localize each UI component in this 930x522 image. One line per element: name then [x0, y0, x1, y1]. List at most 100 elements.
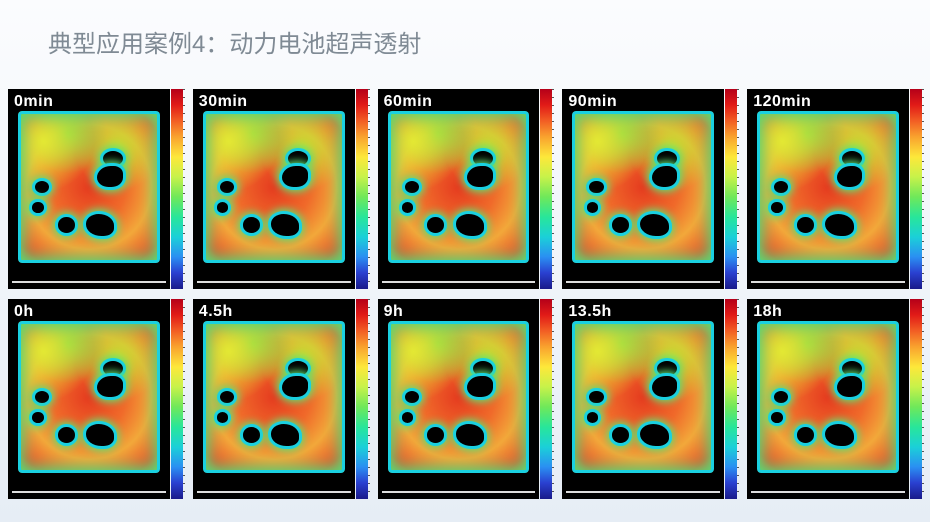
heatmap-void	[86, 214, 114, 235]
heatmap-void	[402, 412, 413, 423]
heatmap-void	[58, 427, 75, 442]
heatmap-void	[405, 391, 419, 403]
heatmap-void	[271, 214, 299, 235]
heatmap-void	[456, 424, 484, 445]
heatmap-void	[282, 166, 308, 187]
heatmap-cell: 4.5h	[193, 299, 368, 499]
colorbar	[171, 299, 183, 499]
heatmap-void	[640, 424, 668, 445]
heatmap-image	[572, 111, 714, 263]
heatmap-void	[103, 361, 123, 376]
heatmap-cell: 13.5h	[562, 299, 737, 499]
heatmap-void	[288, 361, 308, 376]
heatmap-void	[220, 391, 234, 403]
colorbar	[910, 89, 922, 289]
heatmap-void	[587, 202, 598, 213]
heatmap-image	[18, 321, 160, 473]
heatmap-void	[288, 151, 308, 166]
heatmap-frame: 4.5h	[193, 299, 355, 499]
heatmap-cell: 18h	[747, 299, 922, 499]
baseline	[751, 491, 905, 493]
heatmap-void	[467, 166, 493, 187]
heatmap-void	[842, 361, 862, 376]
colorbar	[540, 89, 552, 289]
heatmap-cell: 120min	[747, 89, 922, 289]
heatmap-void	[456, 214, 484, 235]
heatmap-image	[18, 111, 160, 263]
heatmap-void	[837, 376, 863, 397]
baseline	[12, 281, 166, 283]
heatmap-image	[757, 321, 899, 473]
heatmap-void	[103, 151, 123, 166]
heatmap-void	[797, 427, 814, 442]
heatmap-void	[405, 181, 419, 193]
heatmap-cell: 30min	[193, 89, 368, 289]
heatmap-frame: 13.5h	[562, 299, 724, 499]
heatmap-void	[657, 151, 677, 166]
baseline	[197, 281, 351, 283]
colorbar	[356, 89, 368, 289]
heatmap-void	[467, 376, 493, 397]
heatmap-frame: 60min	[378, 89, 540, 289]
heatmap-void	[771, 412, 782, 423]
heatmap-cell: 90min	[562, 89, 737, 289]
heatmap-void	[32, 412, 43, 423]
heatmap-void	[652, 166, 678, 187]
heatmap-void	[427, 217, 444, 232]
time-label: 60min	[384, 93, 433, 111]
time-label: 0min	[14, 93, 53, 111]
heatmap-void	[86, 424, 114, 445]
baseline	[382, 491, 536, 493]
heatmap-void	[217, 412, 228, 423]
heatmap-void	[640, 214, 668, 235]
colorbar	[540, 299, 552, 499]
heatmap-image	[203, 111, 345, 263]
heatmap-void	[402, 202, 413, 213]
heatmap-void	[282, 376, 308, 397]
heatmap-void	[657, 361, 677, 376]
heatmap-void	[771, 202, 782, 213]
heatmap-cell: 9h	[378, 299, 553, 499]
time-label: 0h	[14, 303, 34, 321]
heatmap-void	[652, 376, 678, 397]
heatmap-image	[757, 111, 899, 263]
heatmap-void	[587, 412, 598, 423]
heatmap-void	[825, 424, 853, 445]
colorbar	[725, 89, 737, 289]
time-label: 120min	[753, 93, 811, 111]
heatmap-cell: 60min	[378, 89, 553, 289]
heatmap-void	[97, 166, 123, 187]
heatmap-void	[837, 166, 863, 187]
baseline	[382, 281, 536, 283]
heatmap-frame: 90min	[562, 89, 724, 289]
colorbar	[725, 299, 737, 499]
baseline	[12, 491, 166, 493]
heatmap-void	[243, 427, 260, 442]
heatmap-void	[589, 391, 603, 403]
heatmap-void	[427, 427, 444, 442]
baseline	[751, 281, 905, 283]
heatmap-void	[220, 181, 234, 193]
heatmap-frame: 0min	[8, 89, 170, 289]
heatmap-void	[797, 217, 814, 232]
colorbar	[171, 89, 183, 289]
heatmap-grid: 0min 30min 60min 90min 120min 0h 4.5h 9h 13.5h 18…	[0, 59, 930, 499]
time-label: 4.5h	[199, 303, 233, 321]
time-label: 90min	[568, 93, 617, 111]
heatmap-image	[388, 111, 530, 263]
heatmap-void	[271, 424, 299, 445]
heatmap-void	[32, 202, 43, 213]
time-label: 9h	[384, 303, 404, 321]
time-label: 18h	[753, 303, 782, 321]
baseline	[566, 281, 720, 283]
heatmap-cell: 0h	[8, 299, 183, 499]
baseline	[566, 491, 720, 493]
heatmap-void	[612, 217, 629, 232]
heatmap-cell: 0min	[8, 89, 183, 289]
time-label: 30min	[199, 93, 248, 111]
heatmap-void	[243, 217, 260, 232]
heatmap-void	[825, 214, 853, 235]
colorbar	[910, 299, 922, 499]
heatmap-image	[388, 321, 530, 473]
heatmap-void	[612, 427, 629, 442]
